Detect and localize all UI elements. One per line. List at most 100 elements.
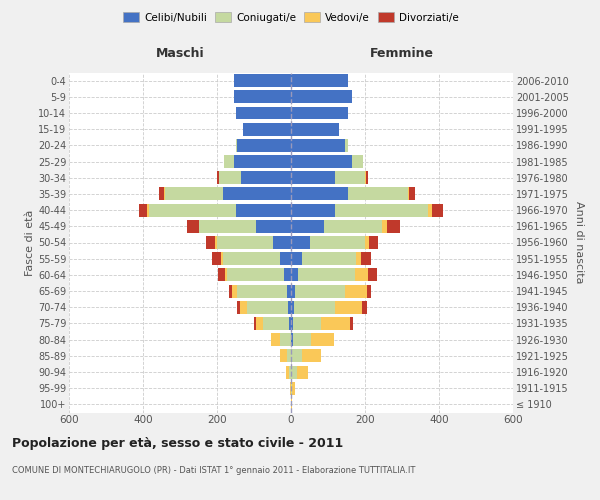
Bar <box>224 155 233 168</box>
Bar <box>223 252 280 265</box>
Bar <box>291 139 344 152</box>
Bar <box>287 350 291 362</box>
Text: Maschi: Maschi <box>155 46 205 60</box>
Bar <box>232 284 238 298</box>
Bar <box>350 317 353 330</box>
Bar <box>215 236 217 249</box>
Bar <box>287 284 291 298</box>
Bar <box>206 236 215 249</box>
Bar <box>295 284 344 298</box>
Bar <box>217 172 219 184</box>
Bar <box>362 301 367 314</box>
Bar <box>237 301 240 314</box>
Bar <box>289 366 291 378</box>
Bar <box>187 220 199 233</box>
Bar <box>290 382 291 394</box>
Bar <box>320 350 322 362</box>
Bar <box>409 188 415 200</box>
Bar <box>352 155 363 168</box>
Bar <box>291 220 325 233</box>
Bar <box>288 301 291 314</box>
Bar <box>284 268 291 281</box>
Bar <box>291 301 294 314</box>
Bar <box>291 382 292 394</box>
Text: Femmine: Femmine <box>370 46 434 60</box>
Bar <box>344 139 349 152</box>
Bar <box>293 317 320 330</box>
Bar <box>293 333 311 346</box>
Bar <box>227 268 284 281</box>
Bar <box>291 366 296 378</box>
Bar <box>302 350 320 362</box>
Bar <box>146 204 149 216</box>
Bar <box>356 252 361 265</box>
Bar <box>240 301 247 314</box>
Bar <box>291 90 352 104</box>
Legend: Celibi/Nubili, Coniugati/e, Vedovi/e, Divorziati/e: Celibi/Nubili, Coniugati/e, Vedovi/e, Di… <box>121 10 461 24</box>
Bar <box>139 204 146 216</box>
Bar <box>291 188 349 200</box>
Bar <box>289 317 291 330</box>
Bar <box>311 333 334 346</box>
Bar <box>387 220 400 233</box>
Bar <box>164 188 165 200</box>
Bar <box>238 284 287 298</box>
Bar <box>365 172 366 184</box>
Bar <box>310 236 365 249</box>
Bar <box>335 204 428 216</box>
Bar <box>302 252 356 265</box>
Bar <box>291 204 335 216</box>
Bar <box>233 90 291 104</box>
Bar <box>291 172 335 184</box>
Bar <box>349 188 407 200</box>
Bar <box>335 172 365 184</box>
Bar <box>291 268 298 281</box>
Bar <box>291 317 293 330</box>
Text: COMUNE DI MONTECHIARUGOLO (PR) - Dati ISTAT 1° gennaio 2011 - Elaborazione TUTTI: COMUNE DI MONTECHIARUGOLO (PR) - Dati IS… <box>12 466 415 475</box>
Bar <box>235 204 291 216</box>
Bar <box>335 301 362 314</box>
Bar <box>218 268 225 281</box>
Bar <box>407 188 409 200</box>
Bar <box>233 74 291 87</box>
Bar <box>291 398 292 411</box>
Bar <box>382 220 387 233</box>
Y-axis label: Fasce di età: Fasce di età <box>25 210 35 276</box>
Bar <box>256 220 291 233</box>
Bar <box>291 106 349 120</box>
Text: Popolazione per età, sesso e stato civile - 2011: Popolazione per età, sesso e stato civil… <box>12 438 343 450</box>
Bar <box>296 366 308 378</box>
Bar <box>158 188 164 200</box>
Bar <box>256 317 263 330</box>
Bar <box>367 284 371 298</box>
Bar <box>431 204 443 216</box>
Bar <box>294 301 335 314</box>
Bar <box>365 236 368 249</box>
Bar <box>229 284 232 298</box>
Bar <box>254 317 256 330</box>
Bar <box>243 122 291 136</box>
Bar <box>291 155 352 168</box>
Bar <box>219 172 241 184</box>
Bar <box>225 268 227 281</box>
Bar <box>291 284 295 298</box>
Bar <box>280 333 291 346</box>
Bar <box>355 268 368 281</box>
Bar <box>368 268 377 281</box>
Bar <box>165 188 223 200</box>
Bar <box>247 301 288 314</box>
Bar <box>263 317 289 330</box>
Bar <box>235 139 238 152</box>
Bar <box>298 268 355 281</box>
Bar <box>344 284 367 298</box>
Bar <box>221 252 223 265</box>
Bar <box>366 172 368 184</box>
Bar <box>286 366 289 378</box>
Bar <box>292 382 295 394</box>
Bar <box>149 204 235 216</box>
Bar <box>235 106 291 120</box>
Bar <box>238 139 291 152</box>
Bar <box>280 252 291 265</box>
Bar <box>291 236 310 249</box>
Bar <box>233 155 291 168</box>
